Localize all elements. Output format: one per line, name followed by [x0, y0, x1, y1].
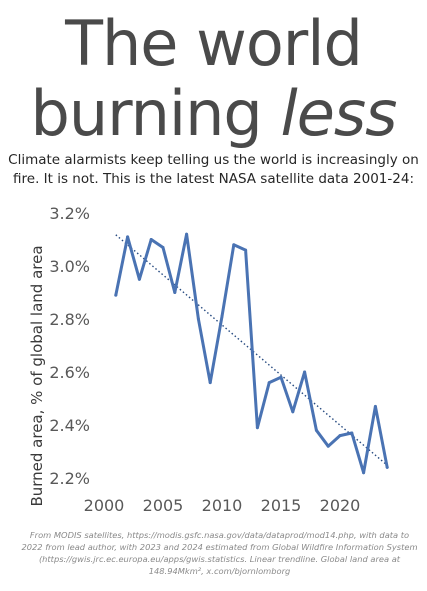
- data-point: [114, 293, 118, 297]
- data-point: [173, 291, 177, 294]
- y-axis-title: Burned area, % of global land area: [28, 245, 46, 506]
- data-point: [232, 243, 236, 247]
- burned-area-chart: Burned area, % of global land area 2.2%2…: [28, 204, 389, 515]
- data-point: [350, 431, 354, 435]
- data-point: [244, 248, 248, 252]
- data-point: [137, 277, 141, 281]
- headline-word-burning: burning: [30, 77, 263, 150]
- data-points: [114, 232, 389, 475]
- y-tick-label: 2.4%: [49, 416, 90, 435]
- data-point: [267, 381, 271, 385]
- y-tick-label: 2.6%: [49, 363, 90, 382]
- source-footnote: From MODIS satellites, https://modis.gsf…: [21, 530, 418, 576]
- data-point: [161, 245, 165, 249]
- series-line: [114, 232, 389, 475]
- data-point: [385, 465, 389, 469]
- data-point: [326, 444, 330, 448]
- data-point: [208, 381, 212, 385]
- x-tick-label: 2010: [202, 496, 243, 515]
- headline-word-less: less: [280, 77, 397, 150]
- y-tick-labels: 2.2% 2.4% 2.6% 2.8% 3.0% 3.2%: [49, 204, 90, 488]
- x-tick-label: 2015: [261, 496, 302, 515]
- x-tick-label: 2020: [320, 496, 361, 515]
- data-point: [291, 410, 295, 414]
- data-point: [185, 232, 189, 236]
- trendline: [115, 234, 388, 466]
- headline-line-1: The world: [65, 7, 363, 80]
- headline-line-2: burning less: [0, 78, 427, 150]
- x-tick-label: 2005: [143, 496, 184, 515]
- y-tick-label: 2.8%: [49, 310, 90, 329]
- data-point: [373, 404, 377, 408]
- y-tick-label: 3.0%: [49, 257, 90, 276]
- subtitle: Climate alarmists keep telling us the wo…: [8, 152, 419, 187]
- x-tick-label: 2000: [84, 496, 125, 515]
- y-tick-label: 3.2%: [49, 204, 90, 223]
- data-point: [149, 238, 153, 241]
- data-point: [126, 235, 130, 239]
- y-tick-label: 2.2%: [49, 469, 90, 488]
- data-point: [279, 375, 283, 379]
- data-point: [220, 314, 224, 318]
- x-tick-labels: 2000 2005 2010 2015 2020: [84, 496, 361, 515]
- data-point: [255, 426, 259, 430]
- data-point: [196, 317, 200, 321]
- data-point: [303, 370, 307, 374]
- data-point: [338, 434, 342, 438]
- data-point: [314, 428, 318, 432]
- data-point: [362, 471, 366, 475]
